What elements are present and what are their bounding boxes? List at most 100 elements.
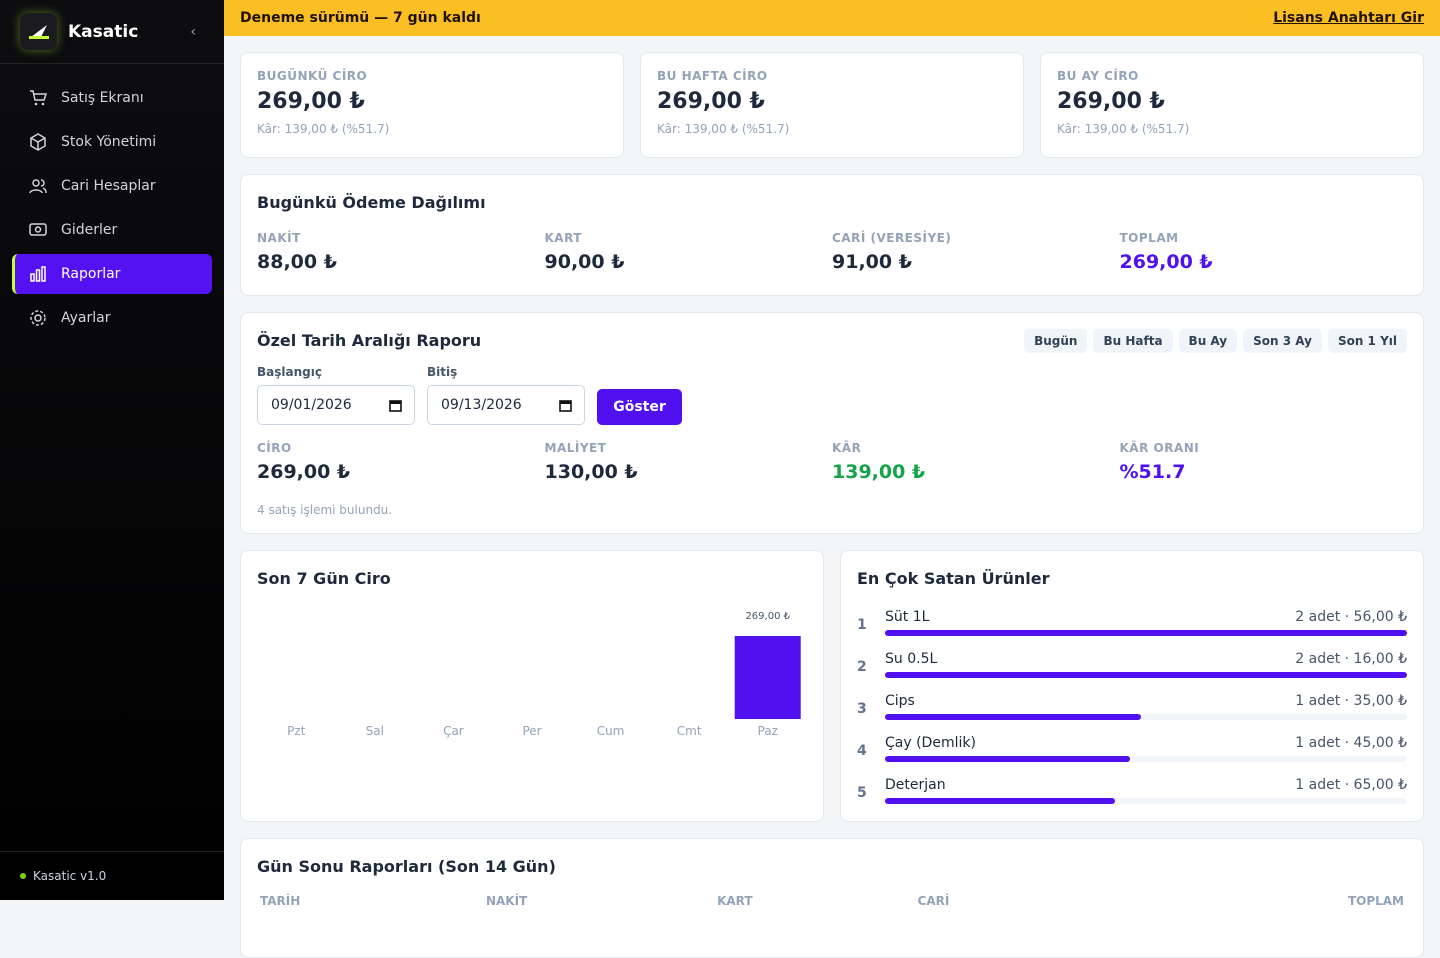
card-title: Gün Sonu Raporları (Son 14 Gün)	[257, 857, 556, 876]
metric: MALİYET 130,00 ₺	[545, 441, 833, 483]
nav-item[interactable]: Satış Ekranı	[12, 78, 212, 118]
nav-label: Satış Ekranı	[61, 90, 144, 106]
product-rank: 1	[857, 617, 867, 633]
progress-track	[885, 798, 1407, 804]
show-button[interactable]: Göster	[597, 389, 682, 425]
version-text: Kasatic v1.0	[33, 869, 107, 883]
x-tick-label: Cmt	[677, 724, 702, 738]
progress-bar	[885, 672, 1407, 678]
preset-button[interactable]: Son 3 Ay	[1243, 329, 1322, 353]
stat-value: 269,00 ₺	[1057, 89, 1165, 114]
nav: Satış Ekranı Stok Yönetimi Cari Hesaplar Gi…	[0, 64, 224, 356]
nav-item[interactable]: Raporlar	[12, 254, 212, 294]
bar	[734, 636, 801, 719]
nav-label: Raporlar	[61, 266, 121, 282]
x-tick-label: Paz	[758, 724, 778, 738]
metric-label: CİRO	[257, 441, 292, 455]
nav-item[interactable]: Ayarlar	[12, 298, 212, 338]
product-detail: 1 adet · 35,00 ₺	[1295, 693, 1407, 709]
product-name: Cips	[885, 693, 915, 709]
product-name: Çay (Demlik)	[885, 735, 976, 751]
product-row: 5 Deterjan 1 adet · 65,00 ₺	[857, 777, 1407, 819]
product-rank: 3	[857, 701, 867, 717]
stat-card: BUGÜNKÜ CİRO 269,00 ₺ Kâr: 139,00 ₺ (%51.7…	[240, 52, 624, 158]
nav-icon	[30, 266, 46, 282]
range-metrics: CİRO 269,00 ₺ MALİYET 130,00 ₺ KÂR 139,00 ₺ KÂ…	[257, 441, 1407, 483]
card-title: Bugünkü Ödeme Dağılımı	[257, 193, 486, 212]
table-header-cell: NAKİT	[485, 894, 528, 908]
nav-icon	[30, 133, 46, 151]
card-title: En Çok Satan Ürünler	[857, 569, 1050, 588]
preset-button[interactable]: Bugün	[1024, 329, 1088, 353]
x-tick-label: Pzt	[287, 724, 306, 738]
stat-card: BU AY CİRO 269,00 ₺ Kâr: 139,00 ₺ (%51.7)	[1040, 52, 1424, 158]
stat-label: BUGÜNKÜ CİRO	[257, 69, 368, 83]
day-end-table: TARİH NAKİT KART CARİ TOPLAM	[257, 891, 1407, 911]
x-tick-label: Sal	[366, 724, 384, 738]
end-value: 09/13/2026	[441, 397, 522, 413]
table-header-cell: TOPLAM	[1347, 894, 1404, 908]
start-label: Başlangıç	[257, 365, 322, 379]
x-tick-label: Per	[522, 724, 541, 738]
progress-track	[885, 672, 1407, 678]
preset-button[interactable]: Bu Hafta	[1093, 329, 1173, 353]
metric-value: 269,00 ₺	[257, 461, 351, 483]
metric-label: KÂR	[832, 441, 862, 455]
presets: Bugün Bu Hafta Bu Ay Son 3 Ay Son 1 Yıl	[1018, 329, 1407, 353]
x-tick-label: Cum	[597, 724, 625, 738]
start-input[interactable]: 09/01/2026	[257, 385, 415, 425]
metric-value: 130,00 ₺	[544, 461, 638, 483]
nav-icon	[29, 179, 47, 194]
preset-button[interactable]: Son 1 Yıl	[1327, 329, 1407, 353]
product-rank: 2	[857, 659, 867, 675]
metric: CİRO 269,00 ₺	[257, 441, 545, 483]
top-products-card: En Çok Satan Ürünler 1 Süt 1L 2 adet · 56,…	[840, 550, 1424, 822]
stat-value: 269,00 ₺	[257, 89, 365, 114]
nav-label: Giderler	[61, 222, 118, 238]
chart: Pzt Sal Çar Per Cum Cmt Paz 269,00 ₺	[287, 611, 801, 738]
metric-value: 139,00 ₺	[832, 461, 926, 483]
product-rank: 5	[857, 785, 867, 801]
product-detail: 1 adet · 65,00 ₺	[1295, 777, 1407, 793]
preset-button[interactable]: Bu Ay	[1178, 329, 1238, 353]
nav-item[interactable]: Giderler	[12, 210, 212, 250]
progress-bar	[885, 714, 1141, 720]
payment-item: TOPLAM 269,00 ₺	[1120, 231, 1408, 273]
stat-sub: Kâr: 139,00 ₺ (%51.7)	[1057, 122, 1190, 136]
value-label: 269,00 ₺	[745, 611, 790, 622]
product-detail: 2 adet · 56,00 ₺	[1295, 609, 1407, 625]
license-link[interactable]: Lisans Anahtarı Gir	[1273, 10, 1424, 26]
payment-items: NAKİT 88,00 ₺ KART 90,00 ₺ CARİ (VERESİYE) 91…	[257, 231, 1407, 273]
end-input[interactable]: 09/13/2026	[427, 385, 585, 425]
stat-sub: Kâr: 139,00 ₺ (%51.7)	[657, 122, 790, 136]
brand-name: Kasatic	[68, 21, 139, 42]
nav-label: Ayarlar	[61, 310, 111, 326]
nav-item[interactable]: Cari Hesaplar	[12, 166, 212, 206]
payment-value: 91,00 ₺	[832, 251, 912, 273]
progress-bar	[885, 756, 1131, 762]
logo	[20, 13, 57, 50]
end-label: Bitiş	[427, 365, 458, 379]
nav-label: Cari Hesaplar	[61, 178, 156, 194]
product-row: 1 Süt 1L 2 adet · 56,00 ₺	[857, 609, 1407, 651]
product-row: 3 Cips 1 adet · 35,00 ₺	[857, 693, 1407, 735]
payment-item: NAKİT 88,00 ₺	[257, 231, 545, 273]
metric-label: MALİYET	[544, 441, 607, 455]
nav-icon	[29, 223, 47, 236]
chart-card: Son 7 Gün Ciro Pzt Sal Çar Per Cum Cmt Paz 269,…	[240, 550, 824, 822]
collapse-button[interactable]: ‹	[190, 23, 196, 40]
stat-card: BU HAFTA CİRO 269,00 ₺ Kâr: 139,00 ₺ (%51.…	[640, 52, 1024, 158]
progress-bar	[885, 798, 1115, 804]
payment-value: 88,00 ₺	[257, 251, 337, 273]
note: 4 satış işlemi bulundu.	[257, 503, 393, 517]
product-row: 4 Çay (Demlik) 1 adet · 45,00 ₺	[857, 735, 1407, 777]
chart-title: Son 7 Gün Ciro	[257, 569, 391, 588]
product-detail: 2 adet · 16,00 ₺	[1295, 651, 1407, 667]
trial-banner: Deneme sürümü — 7 gün kaldı Lisans Anaht…	[224, 0, 1440, 36]
table-header-cell: KART	[717, 894, 753, 908]
product-rank: 4	[857, 743, 867, 759]
nav-item[interactable]: Stok Yönetimi	[12, 122, 212, 162]
payment-value: 90,00 ₺	[544, 251, 625, 273]
brand: Kasatic ‹	[0, 0, 224, 64]
